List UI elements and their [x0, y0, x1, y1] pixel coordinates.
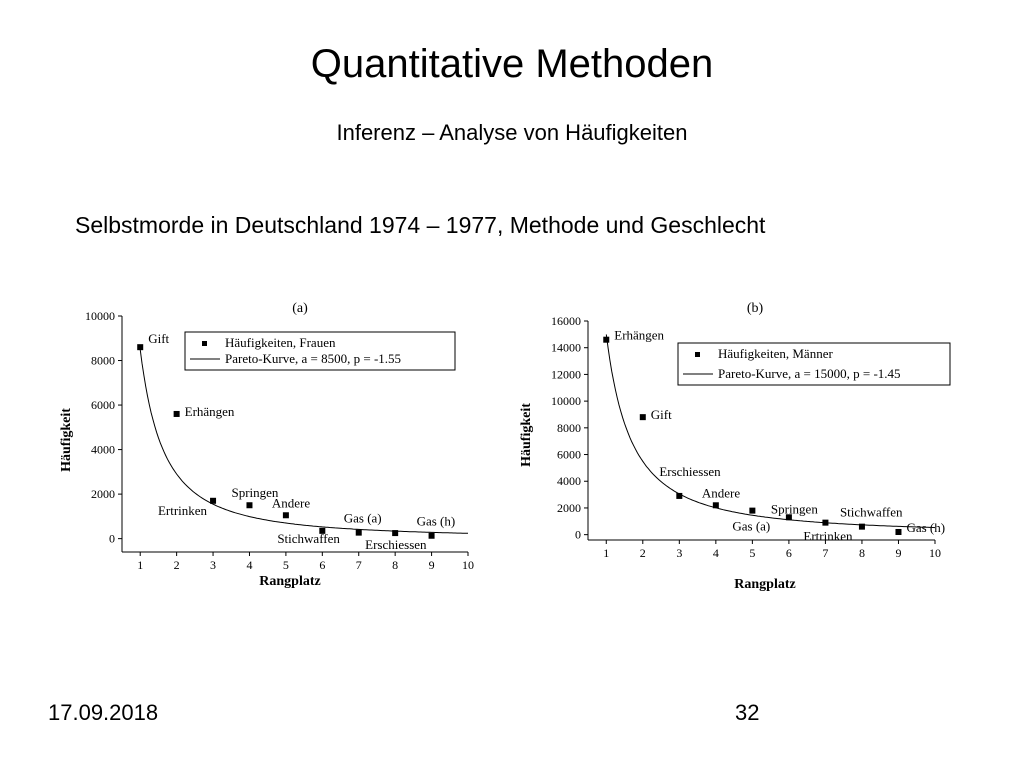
x-tick-label: 3: [210, 558, 216, 572]
y-tick-label: 14000: [551, 341, 581, 355]
data-point: [173, 410, 180, 417]
panel-label: (b): [747, 301, 764, 316]
data-point: [392, 530, 399, 537]
point-label: Ertrinken: [803, 529, 853, 544]
footer-page-number: 32: [735, 700, 760, 725]
pareto-curve: [139, 349, 468, 534]
x-tick-label: 6: [319, 558, 325, 572]
point-label: Erhängen: [614, 328, 664, 343]
x-tick-label: 2: [640, 546, 646, 560]
legend-entry: Häufigkeiten, Männer: [718, 346, 833, 361]
data-point: [355, 529, 362, 536]
point-label: Stichwaffen: [277, 531, 340, 546]
point-label: Gift: [651, 407, 672, 422]
pareto-curve: [605, 334, 936, 529]
data-point: [246, 502, 253, 509]
y-axis-label: Häufigkeit: [519, 403, 534, 467]
x-tick-label: 8: [859, 546, 865, 560]
slide-subtitle: Inferenz – Analyse von Häufigkeiten: [336, 120, 688, 145]
legend-marker: [202, 341, 207, 346]
legend-entry: Pareto-Kurve, a = 15000, p = -1.45: [718, 366, 901, 381]
data-point: [676, 492, 683, 499]
data-point: [895, 528, 902, 535]
data-point: [639, 414, 646, 421]
x-tick-label: 9: [895, 546, 901, 560]
y-tick-label: 0: [575, 528, 581, 542]
y-tick-label: 12000: [551, 367, 581, 381]
y-tick-label: 2000: [91, 487, 115, 501]
point-label: Gas (h): [906, 520, 945, 535]
point-label: Gas (a): [344, 511, 382, 526]
data-point: [712, 502, 719, 509]
point-label: Ertrinken: [158, 503, 208, 518]
chart-a: 0 2000 4000 6000 8000 10000 1 2 3 4 5 6 7 8 9 10 (a) Rang…: [59, 301, 474, 589]
x-tick-label: 5: [749, 546, 755, 560]
data-point: [282, 512, 289, 519]
x-axis-label: Rangplatz: [259, 574, 320, 589]
legend-box: [677, 342, 951, 386]
point-label: Andere: [702, 485, 740, 500]
data-point: [603, 336, 610, 343]
point-label: Springen: [771, 501, 818, 516]
y-tick-label: 10000: [551, 394, 581, 408]
x-tick-label: 6: [786, 546, 792, 560]
legend-box: [184, 331, 456, 371]
x-tick-label: 9: [429, 558, 435, 572]
x-tick-label: 7: [356, 558, 362, 572]
point-label: Erschiessen: [659, 464, 721, 479]
x-tick-label: 4: [246, 558, 252, 572]
y-tick-label: 4000: [557, 474, 581, 488]
y-tick-label: 8000: [91, 354, 115, 368]
legend-marker: [695, 352, 700, 357]
point-label: Andere: [272, 495, 310, 510]
x-tick-label: 1: [603, 546, 609, 560]
y-tick-label: 4000: [91, 443, 115, 457]
chart-b: 0 2000 4000 6000 8000 10000 12000 14000 16000 1 2 3…: [519, 301, 951, 592]
point-label: Erschiessen: [365, 537, 427, 552]
y-axis-label: Häufigkeit: [59, 408, 74, 472]
y-tick-label: 2000: [557, 501, 581, 515]
x-tick-label: 1: [137, 558, 143, 572]
slide-title: Quantitative Methoden: [310, 42, 714, 86]
legend-entry: Pareto-Kurve, a = 8500, p = -1.55: [225, 351, 401, 366]
point-label: Gas (h): [417, 514, 456, 529]
point-label: Erhängen: [185, 404, 235, 419]
data-point: [858, 523, 865, 530]
x-tick-label: 10: [929, 546, 941, 560]
x-axis-label: Rangplatz: [734, 577, 795, 592]
x-tick-label: 3: [676, 546, 682, 560]
y-tick-label: 6000: [91, 398, 115, 412]
x-tick-label: 4: [713, 546, 719, 560]
x-tick-label: 10: [462, 558, 474, 572]
panel-label: (a): [292, 301, 308, 316]
point-label: Stichwaffen: [840, 505, 903, 520]
data-point: [210, 497, 217, 504]
data-point: [822, 519, 829, 526]
legend-entry: Häufigkeiten, Frauen: [225, 335, 336, 350]
x-tick-label: 8: [392, 558, 398, 572]
footer-date: 17.09.2018: [48, 700, 159, 725]
y-tick-label: 6000: [557, 448, 581, 462]
slide-heading: Selbstmorde in Deutschland 1974 – 1977, …: [75, 212, 766, 238]
x-tick-label: 5: [283, 558, 289, 572]
point-label: Springen: [231, 485, 278, 500]
data-point: [785, 514, 792, 521]
y-tick-label: 0: [109, 532, 115, 546]
x-tick-label: 2: [174, 558, 180, 572]
y-tick-label: 10000: [85, 309, 115, 323]
data-point: [749, 507, 756, 514]
point-label: Gift: [148, 331, 169, 346]
data-point: [428, 532, 435, 539]
y-tick-label: 16000: [551, 314, 581, 328]
y-tick-label: 8000: [557, 421, 581, 435]
data-point: [319, 527, 326, 534]
data-point: [137, 344, 144, 351]
point-label: Gas (a): [732, 519, 770, 534]
x-tick-label: 7: [822, 546, 828, 560]
